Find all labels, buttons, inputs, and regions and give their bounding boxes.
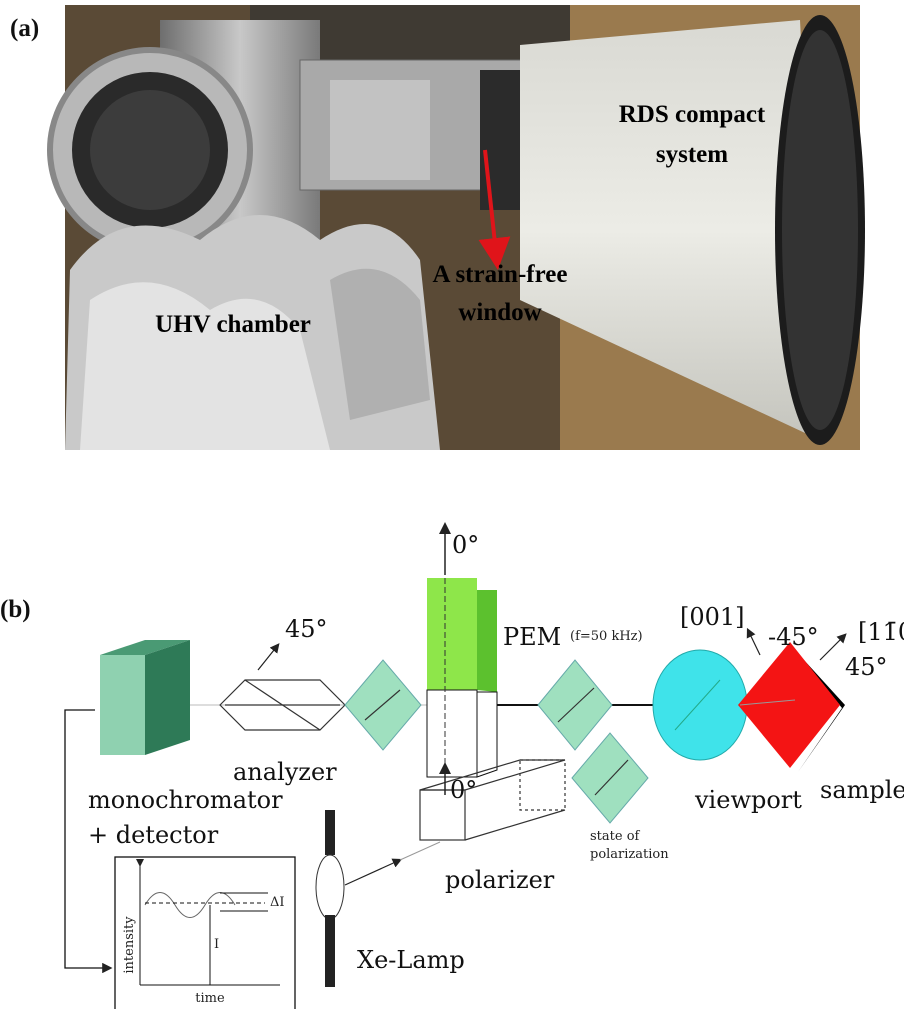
rds-label: system [656,141,728,168]
window-label: A strain-free [433,261,568,288]
component-label: analyzer [233,758,337,786]
angle-label: 0° [450,776,477,804]
chamber-label: UHV chamber [155,311,311,338]
pem-frequency: (f=50 kHz) [570,629,643,644]
figure: (a) RDS compact system A strain-free win… [0,0,904,1009]
component-label: sample [820,776,904,804]
component-label: Xe-Lamp [357,946,465,974]
component-label: monochromator [88,786,283,814]
component-label: + detector [88,821,219,849]
polarization-label: state of [590,829,641,844]
component-label: viewport [694,786,802,814]
angle-label: 45° [845,653,888,681]
direction-label: [11̄0] [858,618,904,646]
inset-label: I [214,937,219,952]
inset-axis-label: intensity [122,916,137,974]
direction-label: [001] [680,603,745,631]
schematic [65,525,845,1009]
polarization-label: polarization [590,847,669,862]
angle-label: -45° [768,623,819,651]
panel-label: (a) [10,15,39,42]
photo [50,5,865,450]
panel-label: (b) [0,596,31,623]
angle-label: 45° [285,615,328,643]
rds-label: RDS compact [619,101,766,128]
inset-label: ΔI [270,895,285,910]
window-label: window [458,299,541,326]
component-label: polarizer [445,866,555,894]
inset-axis-label: time [195,991,225,1006]
component-label: PEM [503,623,561,651]
angle-label: 0° [452,531,479,559]
